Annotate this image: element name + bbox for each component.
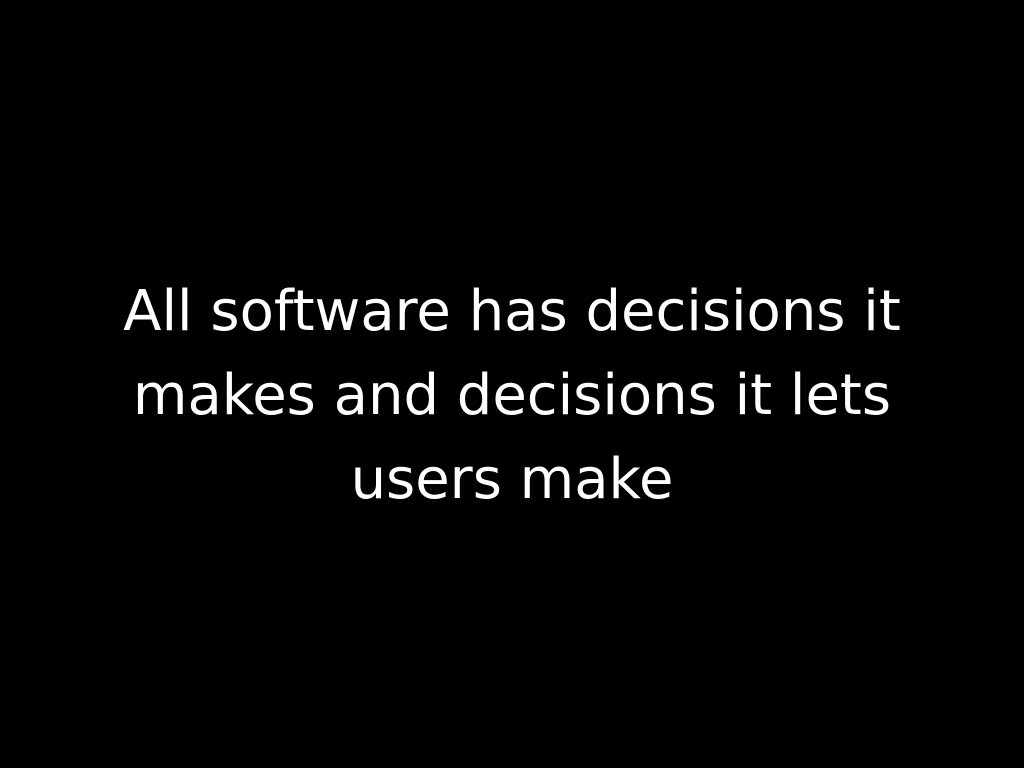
slide-quote: All software has decisions it makes and … xyxy=(0,270,1024,522)
quote-line-2: makes and decisions it lets xyxy=(132,363,892,428)
quote-line-3: users make xyxy=(350,447,674,512)
quote-line-1: All software has decisions it xyxy=(123,279,901,344)
